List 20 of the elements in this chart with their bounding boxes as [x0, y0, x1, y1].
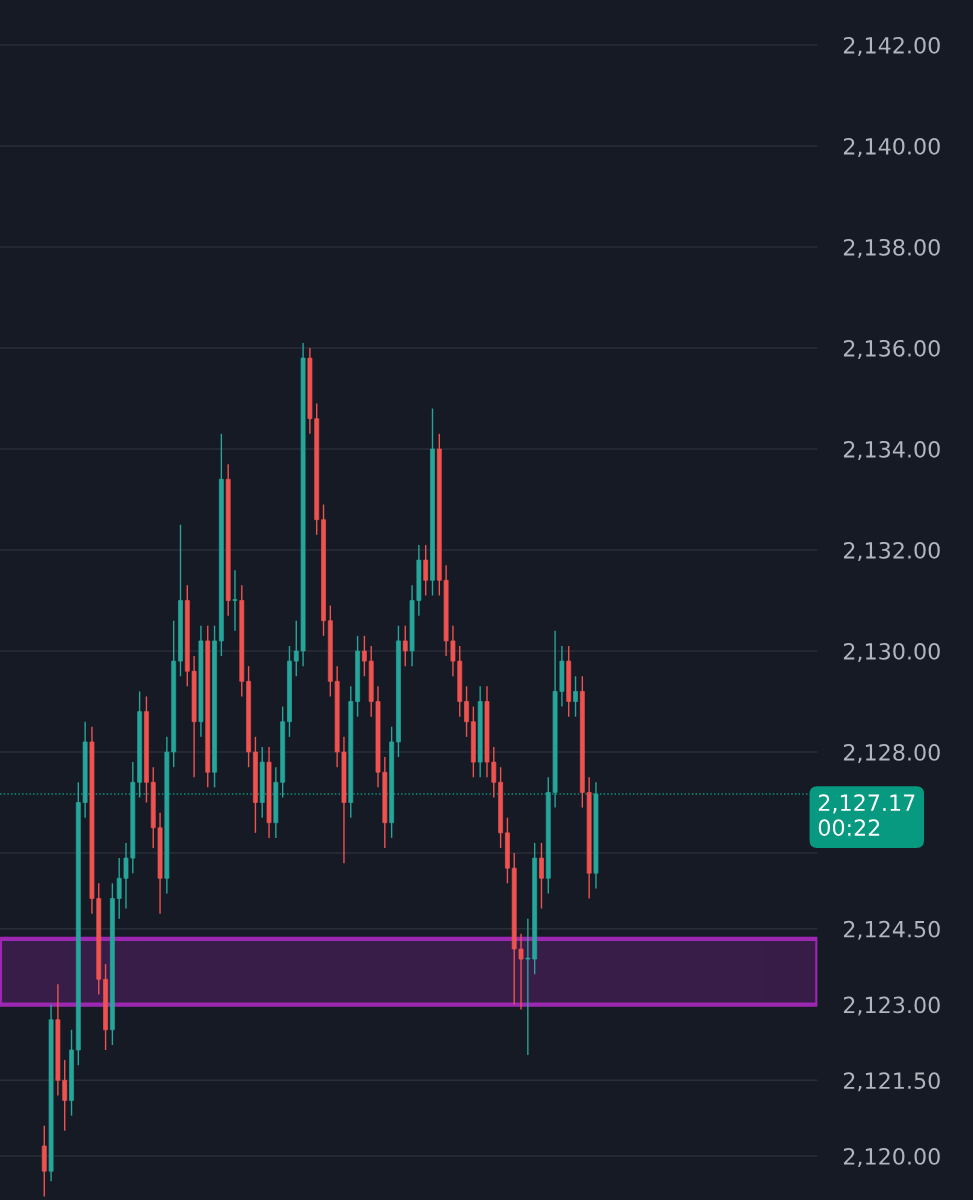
- candlestick: [402, 625, 408, 667]
- y-tick-label: 2,121.50: [843, 1072, 940, 1092]
- candlestick: [423, 544, 429, 597]
- y-tick-label: 2,128.00: [843, 743, 940, 764]
- y-tick-label: 2,142.00: [843, 36, 940, 56]
- y-tick-label: 2,132.00: [843, 541, 940, 562]
- candlestick: [362, 635, 367, 677]
- candlestick: [232, 569, 238, 632]
- y-tick-label: 2,136.00: [843, 339, 940, 360]
- y-tick-label: 2,138.00: [843, 238, 940, 258]
- candlestick: [539, 842, 544, 910]
- y-tick-label: 2,124.50: [843, 920, 940, 940]
- y-tick-label: 2,140.00: [843, 137, 940, 157]
- y-tick-label: 2,123.00: [843, 996, 940, 1016]
- ref-line-label: 2,127.17 00:22: [818, 794, 915, 837]
- candlestick: [464, 685, 469, 738]
- y-tick-label: 2,120.00: [843, 1148, 940, 1168]
- y-tick-label: 2,134.00: [843, 440, 940, 461]
- y-tick-label: 2,130.00: [843, 642, 940, 663]
- candlestick: [573, 675, 578, 718]
